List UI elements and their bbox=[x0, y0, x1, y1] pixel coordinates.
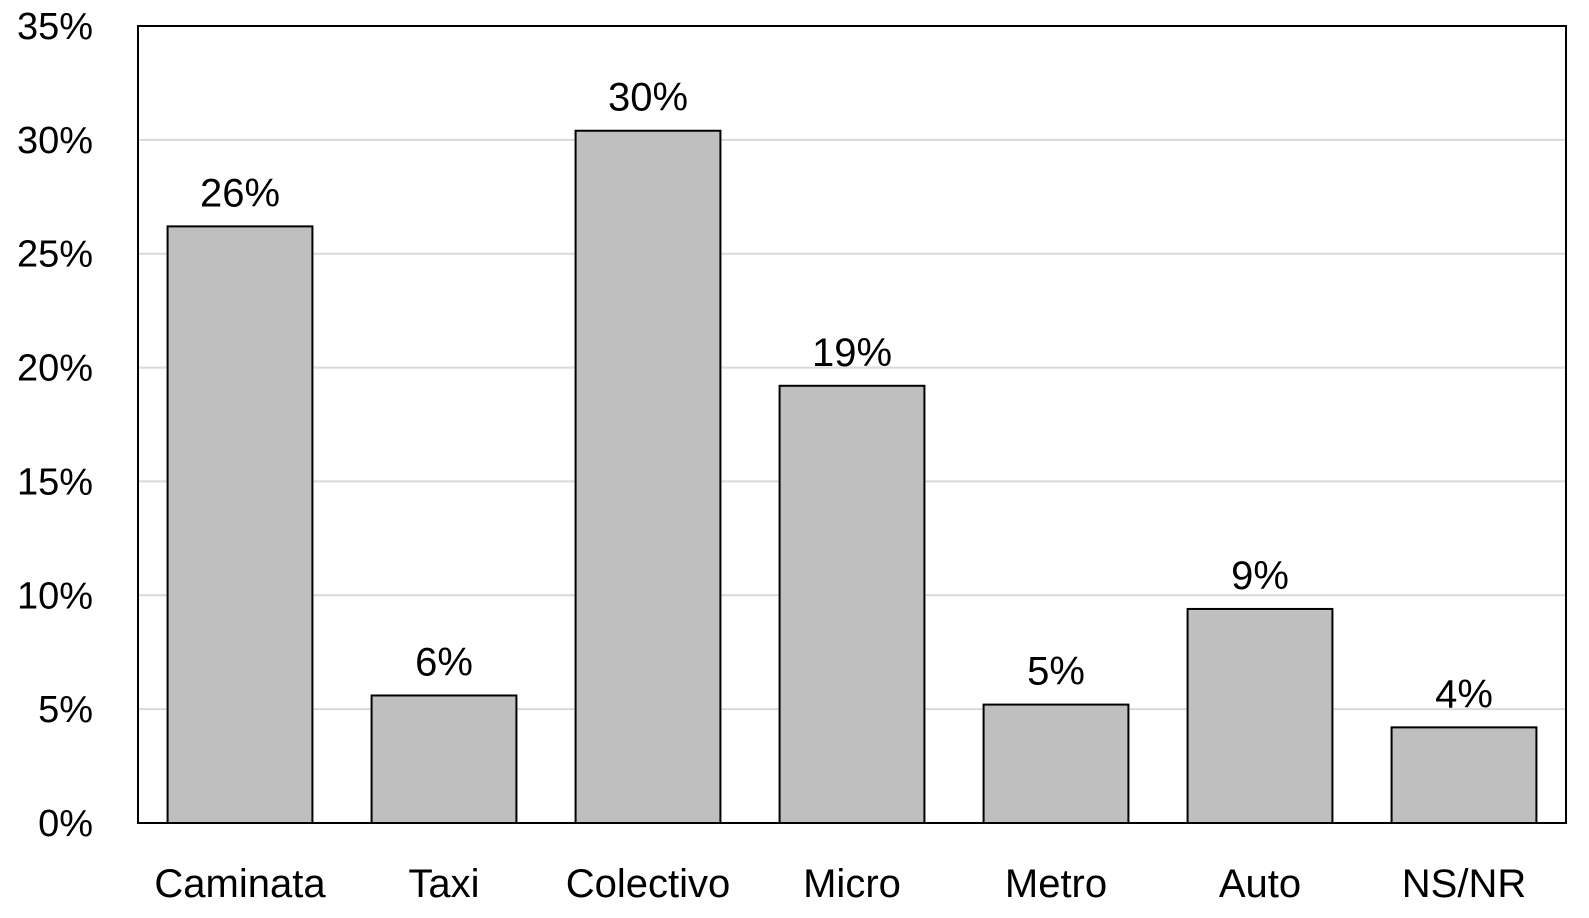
x-category-label: Taxi bbox=[408, 862, 479, 906]
data-label: 4% bbox=[1435, 672, 1493, 716]
x-axis-category-labels: Caminata Taxi Colectivo Micro Metro Auto NS/NR bbox=[154, 862, 1526, 906]
y-tick-label: 10% bbox=[17, 575, 93, 617]
bar-ns-nr bbox=[1390, 726, 1538, 824]
data-label: 9% bbox=[1231, 554, 1289, 598]
data-label: 30% bbox=[608, 76, 688, 120]
data-label: 26% bbox=[200, 171, 280, 215]
x-category-label: Auto bbox=[1219, 862, 1301, 906]
bar-colectivo bbox=[574, 129, 722, 824]
y-tick-label: 30% bbox=[17, 120, 93, 162]
y-tick-label: 5% bbox=[38, 689, 93, 731]
y-tick-label: 15% bbox=[17, 461, 93, 503]
data-label: 5% bbox=[1027, 650, 1085, 694]
bars bbox=[166, 129, 1538, 825]
plot-area-frame bbox=[137, 25, 1567, 824]
x-category-label: Micro bbox=[803, 862, 901, 906]
bar-micro bbox=[778, 384, 926, 824]
y-tick-label: 25% bbox=[17, 234, 93, 276]
y-tick-label: 35% bbox=[17, 6, 93, 48]
x-category-label: Caminata bbox=[154, 862, 326, 906]
data-label: 19% bbox=[812, 331, 892, 375]
data-labels: 26% 6% 30% 19% 5% 9% 4% bbox=[200, 76, 1493, 717]
data-label: 6% bbox=[415, 640, 473, 684]
y-tick-label: 20% bbox=[17, 348, 93, 390]
bar-taxi bbox=[370, 694, 518, 824]
bar-caminata bbox=[166, 225, 314, 825]
x-category-label: NS/NR bbox=[1402, 862, 1526, 906]
x-category-label: Metro bbox=[1005, 862, 1107, 906]
y-tick-label: 0% bbox=[38, 803, 93, 845]
bar-auto bbox=[1186, 607, 1334, 824]
y-axis-tick-labels: 0% 5% 10% 15% 20% 25% 30% 35% bbox=[17, 6, 93, 845]
x-category-label: Colectivo bbox=[566, 862, 731, 906]
bar-metro bbox=[982, 703, 1130, 824]
